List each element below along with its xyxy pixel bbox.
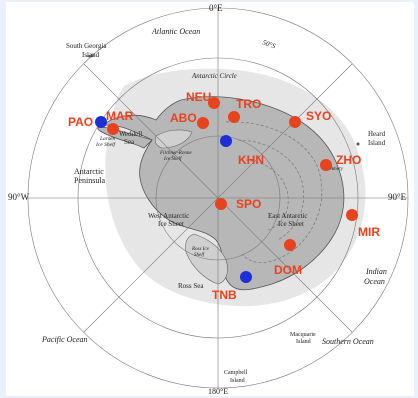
label-indian-2: Ocean <box>364 277 385 286</box>
label-antarctic-circle: Antarctic Circle <box>191 72 237 80</box>
elevation-contour <box>237 139 305 241</box>
station-marker-khn[interactable] <box>220 135 232 147</box>
label-macquarie-1: Macquarie <box>290 332 316 338</box>
south-georgia-island <box>86 54 95 58</box>
station-label-mar: MAR <box>106 109 134 123</box>
label-amery-1: Amery <box>329 167 344 172</box>
label-macquarie-2: Island <box>296 339 311 345</box>
label-west-sheet-2: Ice Sheet <box>158 220 184 228</box>
elevation-contour <box>245 159 289 231</box>
label-campbell-2: Island <box>230 378 245 384</box>
station-label-tnb: TNB <box>212 288 237 302</box>
station-label-syo: SYO <box>306 109 331 123</box>
station-marker-pao[interactable] <box>95 116 107 128</box>
station-label-tro: TRO <box>236 97 261 111</box>
label-peninsula-2: Peninsula <box>74 176 106 185</box>
station-markers: PAO MAR NEU ABO TRO SYO KHN ZHO SPO MIR … <box>68 90 380 302</box>
station-label-mir: MIR <box>358 225 380 239</box>
label-peninsula-1: Antarctic <box>74 167 104 176</box>
label-south-georgia-1: South Georgia <box>66 42 107 50</box>
label-ross-shelf-1: Ross Ice <box>191 247 210 252</box>
map-frame: 0°E 90°W 90°E 180°E Atlantic Ocean South… <box>6 2 414 396</box>
label-southern: Southern Ocean <box>322 337 374 346</box>
station-marker-syo[interactable] <box>289 116 301 128</box>
graticule <box>27 7 409 389</box>
compass-bottom: 180°E <box>208 387 228 396</box>
compass-top: 0°E <box>209 3 223 13</box>
station-label-zho: ZHO <box>336 153 361 167</box>
label-ross-shelf-2: Shelf <box>194 253 205 258</box>
label-weddell-2: Sea <box>124 138 135 146</box>
label-filchner-1: Filchner-Ronne <box>159 151 192 156</box>
elevation-contour <box>225 121 323 263</box>
label-heard-1: Heard <box>368 130 386 138</box>
label-west-sheet-1: West Antarctic <box>148 212 189 220</box>
label-atlantic-ocean: Atlantic Ocean <box>151 27 200 36</box>
label-lat: 50°S <box>261 38 277 50</box>
label-indian-1: Indian <box>365 267 387 276</box>
label-weddell-1: Weddell <box>119 130 142 138</box>
label-heard-2: Island <box>368 139 386 147</box>
label-east-sheet-2: Ice Sheet <box>278 220 304 228</box>
station-marker-mir[interactable] <box>346 209 358 221</box>
station-label-spo: SPO <box>236 197 261 211</box>
compass-left: 90°W <box>8 192 30 202</box>
label-campbell-1: Campbell <box>224 370 248 376</box>
station-label-abo: ABO <box>170 111 197 125</box>
station-label-khn: KHN <box>238 153 264 167</box>
station-label-pao: PAO <box>68 115 93 129</box>
filchner-ice-shelf-area <box>154 129 193 149</box>
station-label-neu: NEU <box>186 90 211 104</box>
station-marker-zho[interactable] <box>320 159 332 171</box>
label-filchner-2: Ice Shelf <box>163 157 182 162</box>
label-pacific: Pacific Ocean <box>41 335 88 344</box>
label-south-georgia-2: Island <box>82 51 100 59</box>
compass-right: 90°E <box>388 192 407 202</box>
station-marker-tnb[interactable] <box>240 271 252 283</box>
station-label-dom: DOM <box>274 263 302 277</box>
station-marker-neu[interactable] <box>208 97 220 109</box>
label-east-sheet-1: East Antarctic <box>268 212 307 220</box>
station-marker-tro[interactable] <box>228 111 240 123</box>
station-marker-spo[interactable] <box>215 198 227 210</box>
label-larsen-1: Larsen <box>99 136 116 142</box>
antarctica-map: 0°E 90°W 90°E 180°E Atlantic Ocean South… <box>8 3 409 396</box>
label-larsen-2: Ice Shelf <box>95 141 117 148</box>
heard-island <box>356 142 360 146</box>
station-marker-abo[interactable] <box>197 117 209 129</box>
label-ross-sea: Ross Sea <box>178 282 204 290</box>
station-marker-mar[interactable] <box>107 123 119 135</box>
station-marker-dom[interactable] <box>284 239 296 251</box>
